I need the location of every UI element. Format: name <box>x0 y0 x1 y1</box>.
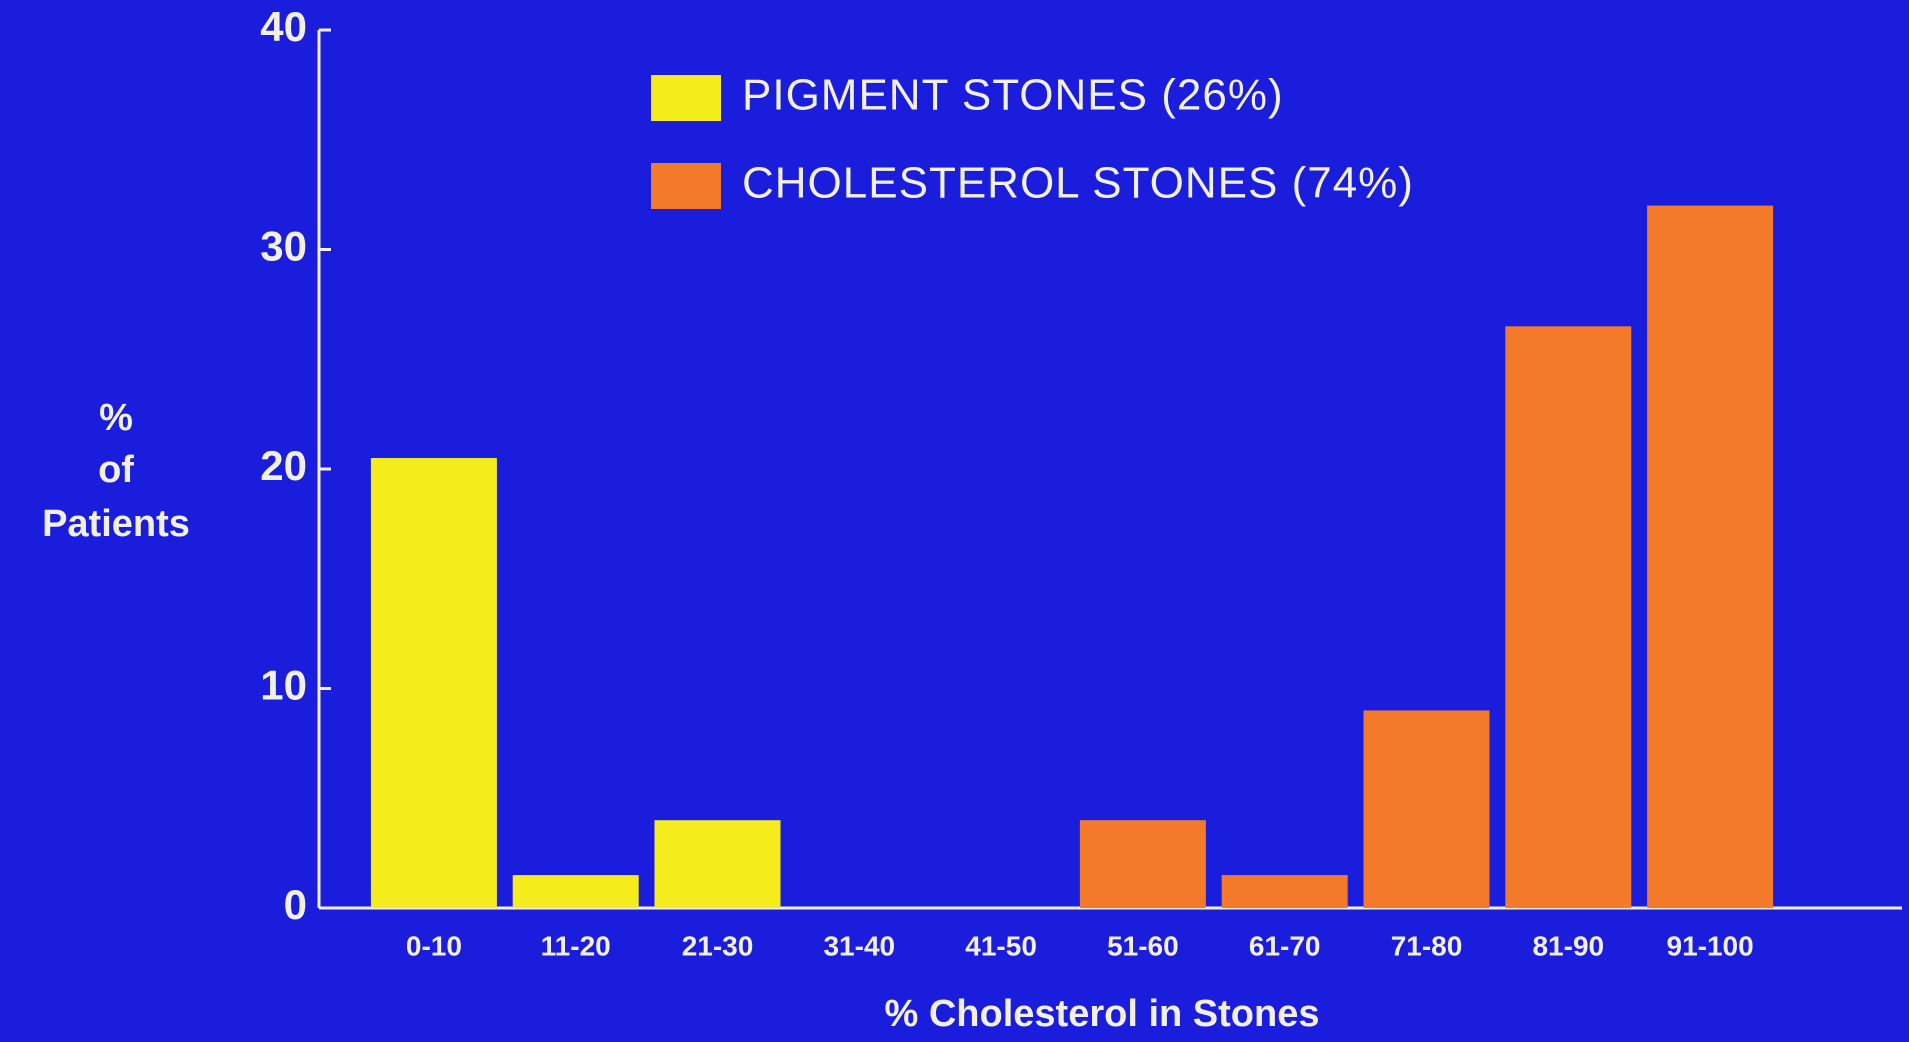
x-tick-label: 71-80 <box>1391 930 1463 961</box>
x-tick-label: 41-50 <box>965 930 1037 961</box>
legend-label: PIGMENT STONES (26%) <box>742 71 1284 120</box>
bar <box>1079 820 1206 908</box>
y-tick-label: 40 <box>260 3 307 50</box>
legend-swatch <box>651 163 721 209</box>
bar <box>512 875 639 908</box>
y-axis-label: % <box>99 397 133 439</box>
x-tick-label: 51-60 <box>1107 930 1179 961</box>
x-tick-label: 61-70 <box>1249 930 1321 961</box>
legend-swatch <box>651 75 721 121</box>
y-axis-label: Patients <box>42 503 190 545</box>
y-tick-label: 10 <box>260 662 307 709</box>
x-tick-label: 21-30 <box>682 930 754 961</box>
y-tick-label: 0 <box>284 881 307 928</box>
y-tick-label: 30 <box>260 223 307 270</box>
x-tick-label: 31-40 <box>823 930 895 961</box>
y-axis-label: of <box>98 449 134 491</box>
bar <box>1363 710 1490 908</box>
bar <box>654 820 781 908</box>
legend-label: CHOLESTEROL STONES (74%) <box>742 159 1414 208</box>
bar <box>1647 205 1774 909</box>
x-tick-label: 81-90 <box>1532 930 1604 961</box>
bar <box>1505 326 1632 908</box>
y-tick-label: 20 <box>260 442 307 489</box>
x-axis-label: % Cholesterol in Stones <box>885 993 1320 1035</box>
x-tick-label: 11-20 <box>541 930 611 961</box>
x-tick-label: 0-10 <box>406 930 462 961</box>
x-tick-label: 91-100 <box>1667 930 1754 961</box>
bar <box>370 458 497 908</box>
bar <box>1221 875 1348 908</box>
